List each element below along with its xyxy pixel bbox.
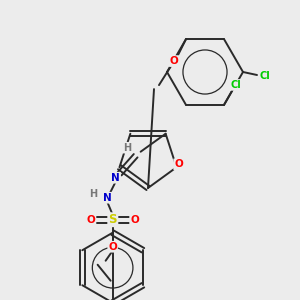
Text: H: H (90, 189, 98, 199)
Text: O: O (130, 215, 139, 225)
Text: S: S (108, 213, 117, 226)
Text: O: O (174, 159, 183, 169)
Text: O: O (169, 56, 178, 66)
Text: O: O (108, 242, 117, 252)
Text: O: O (86, 215, 95, 225)
Text: N: N (111, 173, 120, 183)
Text: H: H (124, 143, 132, 153)
Text: Cl: Cl (260, 71, 270, 81)
Text: N: N (103, 193, 112, 203)
Text: Cl: Cl (231, 80, 242, 90)
